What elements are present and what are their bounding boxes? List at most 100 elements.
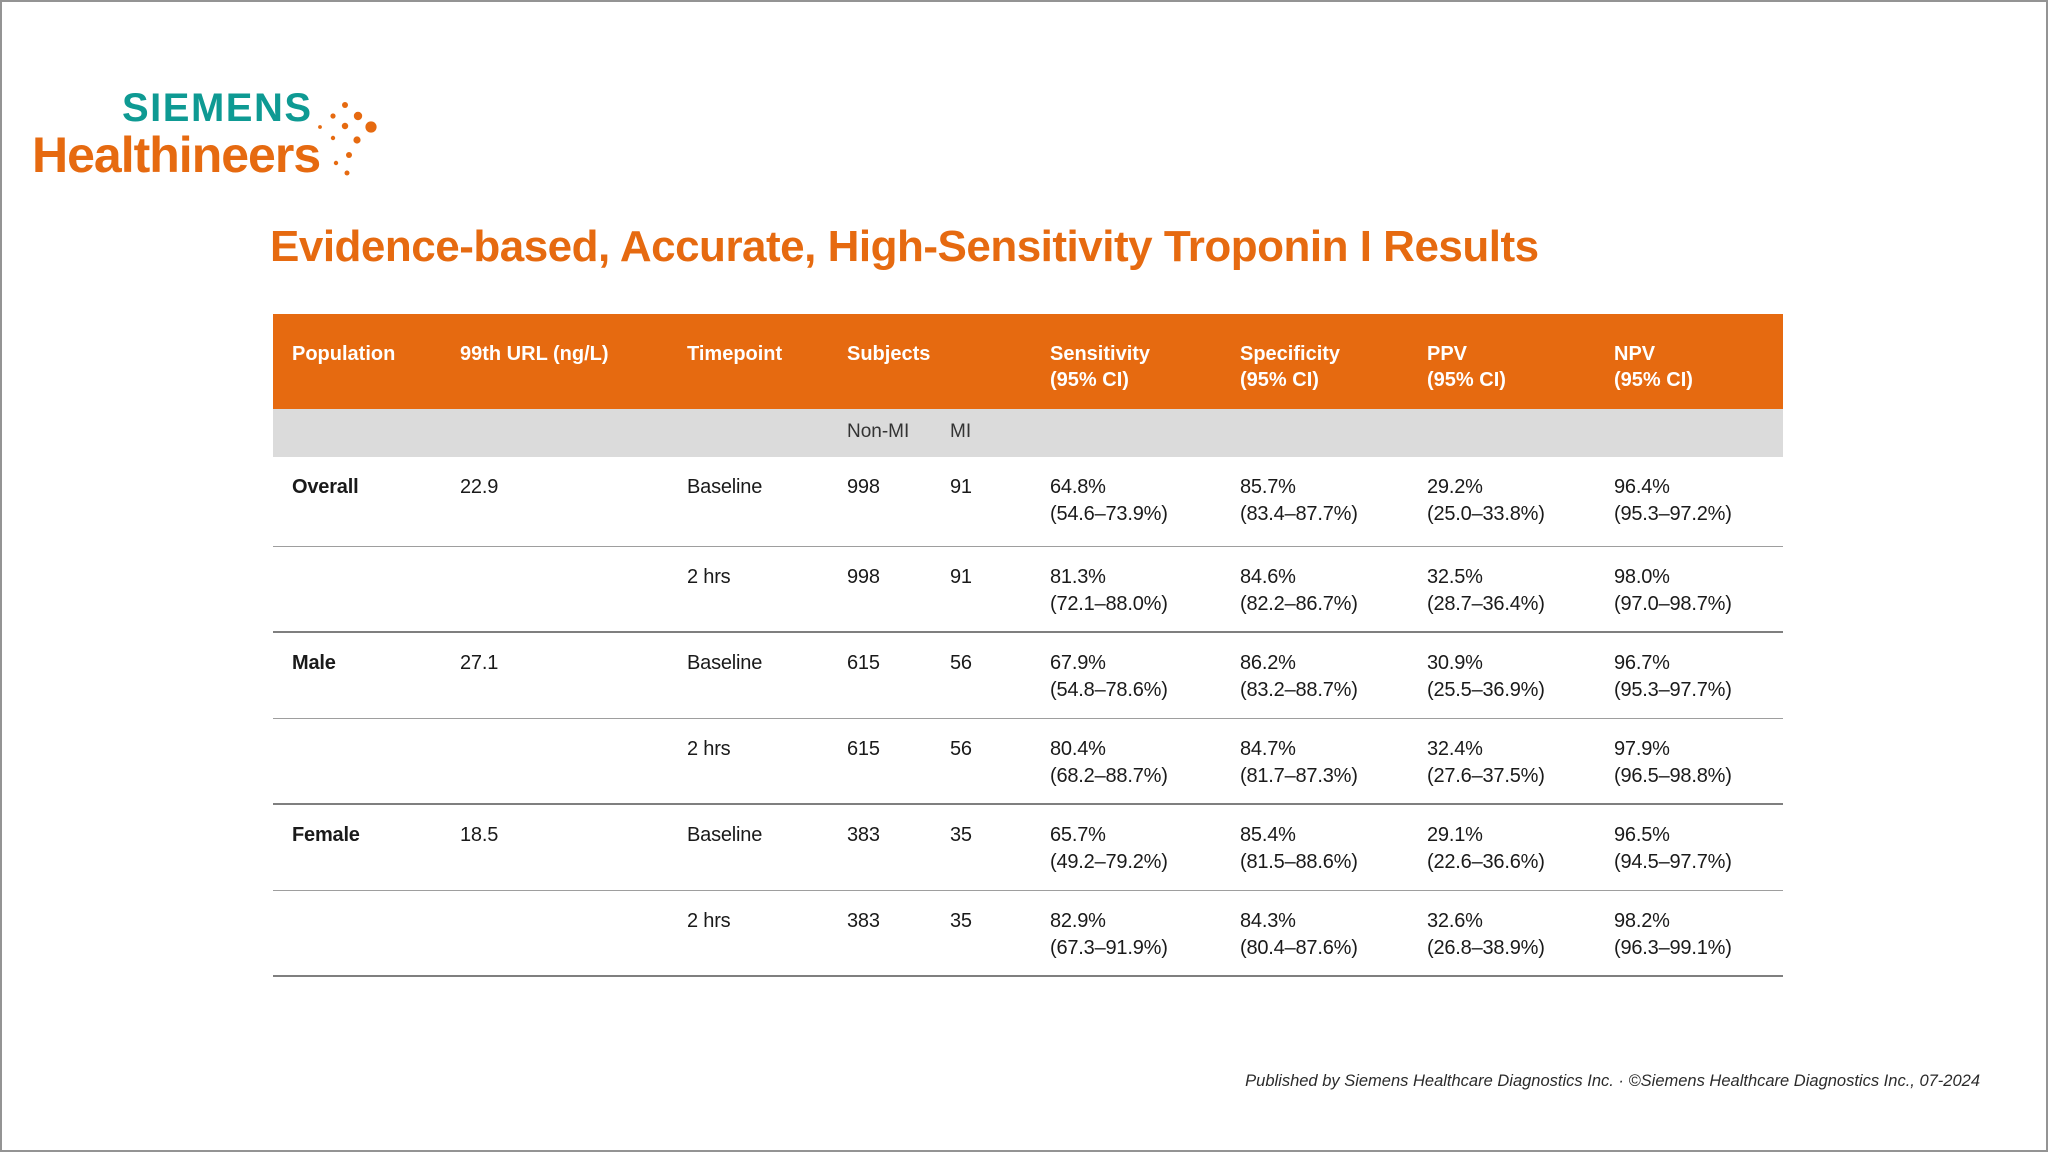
cell-ppv: 30.9% (25.5–36.9%)	[1427, 633, 1614, 718]
table-row: Male 27.1 Baseline 615 56 67.9% (54.8–78…	[273, 633, 1783, 719]
header-specificity: Specificity (95% CI)	[1240, 314, 1427, 409]
header-timepoint: Timepoint	[687, 343, 783, 365]
specificity-value: 84.3%	[1240, 910, 1296, 932]
cell-npv: 98.0% (97.0–98.7%)	[1614, 547, 1783, 631]
cell-npv: 97.9% (96.5–98.8%)	[1614, 719, 1783, 803]
cell-99th-url: 27.1	[460, 652, 499, 674]
npv-ci: (96.3–99.1%)	[1614, 937, 1732, 959]
cell-sensitivity: 67.9% (54.8–78.6%)	[1050, 633, 1240, 718]
cell-99th-url	[460, 891, 687, 975]
npv-value: 98.0%	[1614, 566, 1670, 588]
cell-subjects-non-mi: 998	[847, 476, 880, 498]
cell-population	[292, 547, 460, 631]
specificity-ci: (83.2–88.7%)	[1240, 679, 1358, 701]
specificity-ci: (82.2–86.7%)	[1240, 593, 1358, 615]
header-sensitivity-ci: (95% CI)	[1050, 369, 1129, 391]
specificity-value: 86.2%	[1240, 652, 1296, 674]
npv-value: 98.2%	[1614, 910, 1670, 932]
npv-ci: (96.5–98.8%)	[1614, 765, 1732, 787]
logo-dot-swarm-icon	[318, 102, 377, 176]
cell-subjects-mi: 35	[950, 824, 972, 846]
ppv-ci: (22.6–36.6%)	[1427, 851, 1545, 873]
header-population: Population	[292, 343, 396, 365]
cell-subjects-non-mi: 383	[847, 910, 880, 932]
cell-timepoint: 2 hrs	[687, 566, 731, 588]
cell-subjects-non-mi: 615	[847, 652, 880, 674]
cell-population: Male	[292, 652, 336, 674]
npv-value: 96.7%	[1614, 652, 1670, 674]
cell-specificity: 85.7% (83.4–87.7%)	[1240, 457, 1427, 546]
specificity-value: 85.7%	[1240, 476, 1296, 498]
cell-timepoint: Baseline	[687, 476, 763, 498]
cell-specificity: 85.4% (81.5–88.6%)	[1240, 805, 1427, 890]
sensitivity-value: 65.7%	[1050, 824, 1106, 846]
cell-ppv: 29.2% (25.0–33.8%)	[1427, 457, 1614, 546]
npv-ci: (97.0–98.7%)	[1614, 593, 1732, 615]
table-subheader-row: Non-MI MI	[273, 409, 1783, 457]
cell-specificity: 86.2% (83.2–88.7%)	[1240, 633, 1427, 718]
ppv-value: 32.4%	[1427, 738, 1483, 760]
cell-timepoint: 2 hrs	[687, 738, 731, 760]
specificity-ci: (81.7–87.3%)	[1240, 765, 1358, 787]
specificity-value: 84.6%	[1240, 566, 1296, 588]
npv-value: 96.4%	[1614, 476, 1670, 498]
header-ppv-ci: (95% CI)	[1427, 369, 1506, 391]
cell-subjects-non-mi: 998	[847, 566, 880, 588]
header-npv-label: NPV	[1614, 343, 1656, 365]
npv-ci: (95.3–97.2%)	[1614, 503, 1732, 525]
subheader-non-mi: Non-MI	[847, 421, 910, 442]
ppv-ci: (25.0–33.8%)	[1427, 503, 1545, 525]
table-header-row: Population 99th URL (ng/L) Timepoint Sub…	[273, 314, 1783, 409]
cell-99th-url	[460, 719, 687, 803]
header-sensitivity: Sensitivity (95% CI)	[1050, 314, 1240, 409]
cell-sensitivity: 65.7% (49.2–79.2%)	[1050, 805, 1240, 890]
logo-siemens-text: SIEMENS	[122, 86, 313, 130]
cell-99th-url	[460, 547, 687, 631]
npv-ci: (95.3–97.7%)	[1614, 679, 1732, 701]
ppv-value: 29.1%	[1427, 824, 1483, 846]
logo-healthineers-text: Healthineers	[32, 127, 321, 183]
cell-99th-url: 18.5	[460, 824, 499, 846]
cell-99th-url: 22.9	[460, 476, 499, 498]
header-specificity-ci: (95% CI)	[1240, 369, 1319, 391]
sensitivity-value: 67.9%	[1050, 652, 1106, 674]
page-title: Evidence-based, Accurate, High-Sensitivi…	[270, 222, 1539, 271]
cell-npv: 98.2% (96.3–99.1%)	[1614, 891, 1783, 975]
cell-specificity: 84.7% (81.7–87.3%)	[1240, 719, 1427, 803]
header-99th-url: 99th URL (ng/L)	[460, 343, 609, 365]
sensitivity-ci: (72.1–88.0%)	[1050, 593, 1168, 615]
cell-subjects-mi: 35	[950, 910, 972, 932]
sensitivity-ci: (54.6–73.9%)	[1050, 503, 1168, 525]
ppv-value: 32.6%	[1427, 910, 1483, 932]
header-npv: NPV (95% CI)	[1614, 314, 1783, 409]
cell-population	[292, 891, 460, 975]
table-row: 2 hrs 383 35 82.9% (67.3–91.9%) 84.3% (8…	[273, 891, 1783, 977]
npv-value: 97.9%	[1614, 738, 1670, 760]
cell-specificity: 84.6% (82.2–86.7%)	[1240, 547, 1427, 631]
npv-ci: (94.5–97.7%)	[1614, 851, 1732, 873]
specificity-ci: (81.5–88.6%)	[1240, 851, 1358, 873]
cell-sensitivity: 82.9% (67.3–91.9%)	[1050, 891, 1240, 975]
header-ppv-label: PPV	[1427, 343, 1468, 365]
cell-population: Female	[292, 824, 360, 846]
specificity-ci: (80.4–87.6%)	[1240, 937, 1358, 959]
cell-sensitivity: 81.3% (72.1–88.0%)	[1050, 547, 1240, 631]
cell-npv: 96.7% (95.3–97.7%)	[1614, 633, 1783, 718]
sensitivity-value: 80.4%	[1050, 738, 1106, 760]
cell-subjects-mi: 56	[950, 738, 972, 760]
table-row: Female 18.5 Baseline 383 35 65.7% (49.2–…	[273, 805, 1783, 891]
header-specificity-label: Specificity	[1240, 343, 1341, 365]
specificity-value: 84.7%	[1240, 738, 1296, 760]
ppv-value: 29.2%	[1427, 476, 1483, 498]
table-row: 2 hrs 998 91 81.3% (72.1–88.0%) 84.6% (8…	[273, 547, 1783, 633]
sensitivity-ci: (49.2–79.2%)	[1050, 851, 1168, 873]
ppv-ci: (25.5–36.9%)	[1427, 679, 1545, 701]
cell-subjects-mi: 56	[950, 652, 972, 674]
sensitivity-ci: (68.2–88.7%)	[1050, 765, 1168, 787]
cell-ppv: 32.4% (27.6–37.5%)	[1427, 719, 1614, 803]
sensitivity-value: 81.3%	[1050, 566, 1106, 588]
specificity-ci: (83.4–87.7%)	[1240, 503, 1358, 525]
cell-ppv: 32.5% (28.7–36.4%)	[1427, 547, 1614, 631]
publisher-footer: Published by Siemens Healthcare Diagnost…	[1245, 1072, 1980, 1090]
cell-subjects-non-mi: 383	[847, 824, 880, 846]
